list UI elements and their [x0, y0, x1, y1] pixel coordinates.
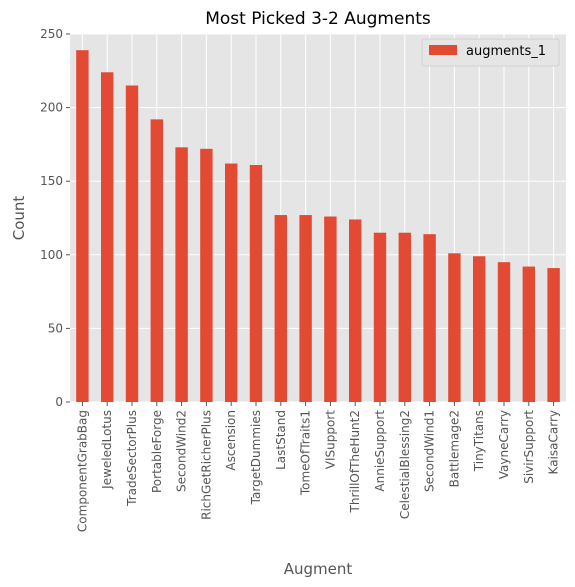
x-tick-label: TradeSectorPlus: [125, 410, 139, 507]
x-tick-label: RichGetRicherPlus: [199, 410, 213, 520]
y-tick-label: 100: [40, 248, 63, 262]
x-tick-label: VayneCarry: [497, 410, 511, 479]
y-tick-label: 0: [55, 395, 63, 409]
bar: [448, 253, 461, 402]
x-tick-label: LastStand: [274, 410, 288, 470]
bar: [274, 215, 287, 402]
x-tick-label: TomeOfTraits1: [299, 410, 313, 496]
bar: [249, 165, 263, 402]
bar: [497, 262, 511, 402]
x-tick-label: CelestialBlessing2: [398, 410, 412, 519]
bar: [473, 256, 486, 402]
x-tick-label: SecondWind2: [175, 410, 189, 492]
legend-swatch: [429, 45, 457, 55]
x-ticks: ComponentGrabBag JeweledLotus TradeSectorP…: [75, 402, 561, 532]
x-tick-label: TinyTitans: [472, 410, 486, 472]
bar: [200, 148, 213, 402]
y-tick-label: 250: [40, 27, 63, 41]
bar: [225, 163, 238, 402]
bar: [76, 50, 89, 402]
x-tick-label: VISupport: [323, 410, 337, 469]
x-tick-label: SivirSupport: [522, 410, 536, 484]
bar: [522, 266, 535, 402]
plot-background: [70, 34, 566, 402]
y-tick-label: 50: [48, 321, 63, 335]
x-tick-label: Ascension: [224, 410, 238, 471]
bar: [349, 219, 362, 402]
y-tick-label: 200: [40, 101, 63, 115]
x-tick-label: Battlemage2: [447, 410, 461, 487]
x-tick-label: JeweledLotus: [100, 410, 114, 490]
bar: [547, 268, 560, 402]
chart-title: Most Picked 3-2 Augments: [205, 9, 431, 29]
bar: [175, 147, 188, 402]
y-ticks: 0 50 100 150 200 250: [40, 27, 70, 409]
bar: [324, 216, 337, 402]
x-tick-label: ThrillOfTheHunt2: [348, 410, 362, 513]
bar: [150, 119, 163, 402]
bars: [76, 50, 560, 403]
bar: [101, 72, 114, 402]
x-axis-title: Augment: [284, 560, 353, 578]
legend: augments_1: [421, 38, 560, 67]
legend-label: augments_1: [466, 44, 546, 59]
x-tick-label: ComponentGrabBag: [75, 410, 89, 532]
bar: [398, 232, 411, 402]
x-tick-label: PortableForge: [150, 410, 164, 493]
y-tick-label: 150: [40, 174, 63, 188]
x-tick-label: KaisaCarry: [547, 410, 561, 474]
x-tick-label: TargetDummies: [249, 410, 263, 505]
bar: [423, 234, 436, 402]
bar: [373, 232, 387, 402]
bar: [299, 215, 312, 402]
x-tick-label: SecondWind1: [423, 410, 437, 492]
bar: [125, 85, 139, 403]
x-tick-label: AnnieSupport: [373, 410, 387, 492]
y-axis-title: Count: [10, 196, 28, 241]
